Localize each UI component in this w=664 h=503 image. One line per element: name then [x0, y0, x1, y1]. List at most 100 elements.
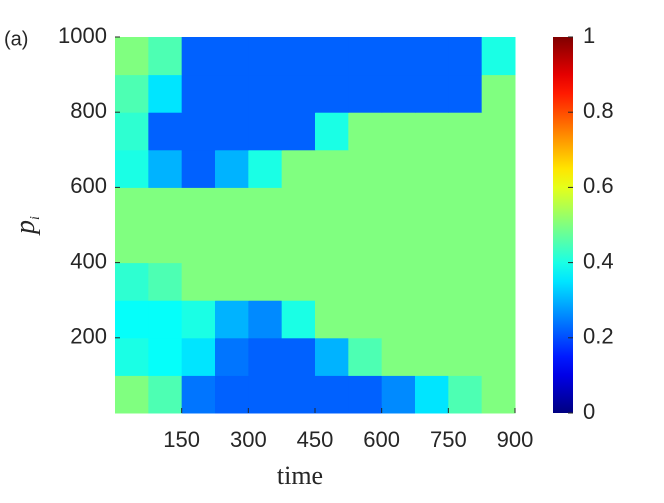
heatmap-cell — [415, 37, 449, 76]
heatmap-cell — [348, 112, 383, 151]
y-tick-label: 1000 — [58, 23, 107, 48]
heatmap-cell — [248, 337, 283, 376]
x-tick-label: 750 — [430, 427, 467, 452]
heatmap-cell — [215, 37, 249, 76]
heatmap-cell — [348, 337, 383, 376]
heatmap-cell — [481, 112, 516, 151]
heatmap-cell — [115, 300, 149, 339]
heatmap-cell — [248, 262, 283, 301]
heatmap-cell — [448, 112, 483, 151]
heatmap-cell — [281, 375, 316, 414]
heatmap-cell — [248, 149, 283, 188]
heatmap-cell — [315, 37, 349, 76]
heatmap-cell — [481, 300, 516, 339]
colorbar-tick-label: 0 — [583, 399, 595, 424]
heatmap-cell — [115, 337, 149, 376]
heatmap-cell — [281, 149, 316, 188]
heatmap-cell — [181, 149, 216, 188]
heatmap-cell — [481, 37, 516, 76]
heatmap-cell — [248, 74, 283, 113]
heatmap-cell — [315, 262, 349, 301]
heatmap-cell — [281, 74, 316, 113]
x-tick-label: 450 — [297, 427, 334, 452]
heatmap-cell — [448, 74, 483, 113]
heatmap-cell — [415, 337, 449, 376]
heatmap-cell — [281, 187, 316, 226]
heatmap-cell — [248, 187, 283, 226]
heatmap-cell — [248, 112, 283, 151]
heatmap-cell — [381, 149, 416, 188]
heatmap-cell — [481, 74, 516, 113]
heatmap-cell — [248, 37, 283, 76]
heatmap-cell — [215, 225, 249, 264]
colorbar-tick-label: 1 — [583, 23, 595, 48]
heatmap-cell — [381, 74, 416, 113]
heatmap-cell — [181, 112, 216, 151]
x-tick-label: 300 — [230, 427, 267, 452]
colorbar — [553, 37, 573, 413]
x-tick-label: 150 — [163, 427, 200, 452]
heatmap-cell — [448, 149, 483, 188]
heatmap-cell — [448, 187, 483, 226]
heatmap-cell — [281, 337, 316, 376]
heatmap-cell — [215, 337, 249, 376]
heatmap-cell — [481, 225, 516, 264]
heatmap-cell — [148, 37, 183, 76]
y-axis-label-subscript: i — [28, 216, 43, 220]
heatmap-cell — [115, 149, 149, 188]
heatmap-cell — [181, 74, 216, 113]
heatmap-cell — [248, 300, 283, 339]
heatmap-cell — [281, 262, 316, 301]
heatmap-cell — [481, 262, 516, 301]
heatmap-cell — [381, 187, 416, 226]
heatmap-cell — [281, 112, 316, 151]
heatmap-cell — [381, 225, 416, 264]
heatmap-cell — [181, 337, 216, 376]
heatmap-cell — [481, 149, 516, 188]
heatmap-cell — [148, 375, 183, 414]
heatmap-cell — [415, 225, 449, 264]
heatmap-cell — [115, 187, 149, 226]
heatmap-cell — [381, 337, 416, 376]
panel-label: (a) — [4, 28, 28, 50]
heatmap-cell — [115, 262, 149, 301]
y-axis-label: pi — [10, 216, 43, 236]
heatmap-cell — [381, 300, 416, 339]
heatmap-cell — [415, 262, 449, 301]
heatmap-cell — [348, 375, 383, 414]
heatmap-cell — [148, 187, 183, 226]
heatmap-cell — [215, 262, 249, 301]
heatmap-cell — [115, 74, 149, 113]
heatmap-cell — [348, 187, 383, 226]
heatmap-cell — [148, 262, 183, 301]
heatmap-cell — [215, 187, 249, 226]
heatmap-cell — [448, 300, 483, 339]
heatmap-cell — [415, 74, 449, 113]
heatmap-cell — [415, 375, 449, 414]
heatmap-cell — [215, 375, 249, 414]
x-tick-label: 900 — [497, 427, 534, 452]
heatmap-cell — [148, 74, 183, 113]
heatmap-cell — [115, 225, 149, 264]
heatmap-cell — [281, 225, 316, 264]
heatmap-cell — [381, 112, 416, 151]
heatmap-cell — [348, 225, 383, 264]
heatmap-cell — [448, 375, 483, 414]
x-tick-label: 600 — [363, 427, 400, 452]
heatmap-cell — [315, 375, 349, 414]
heatmap-cell — [448, 337, 483, 376]
y-tick-label: 600 — [70, 173, 107, 198]
heatmap-cell — [315, 112, 349, 151]
heatmap-cell — [448, 37, 483, 76]
heatmap-cell — [181, 375, 216, 414]
heatmap-cell — [315, 300, 349, 339]
heatmap-cell — [281, 37, 316, 76]
colorbar-tick-label: 0.4 — [583, 248, 614, 273]
heatmap-cell — [148, 337, 183, 376]
heatmap-cell — [181, 262, 216, 301]
heatmap-cell — [348, 37, 383, 76]
colorbar-tick-label: 0.8 — [583, 98, 614, 123]
heatmap-cell — [148, 225, 183, 264]
heatmap-cell — [215, 74, 249, 113]
